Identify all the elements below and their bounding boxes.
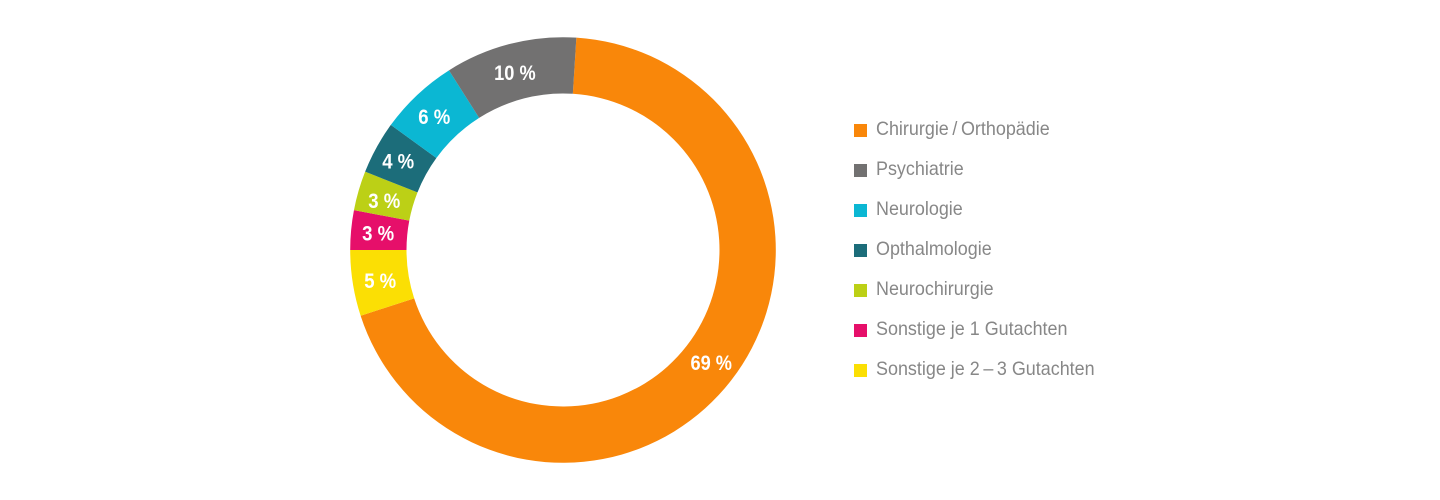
svg-text:5 %: 5 % — [364, 270, 396, 293]
svg-text:10 %: 10 % — [494, 62, 536, 85]
svg-text:69 %: 69 % — [690, 352, 732, 375]
svg-text:3 %: 3 % — [368, 190, 400, 213]
svg-text:6 %: 6 % — [418, 106, 450, 129]
svg-text:3 %: 3 % — [362, 223, 394, 246]
svg-text:4 %: 4 % — [382, 150, 414, 173]
